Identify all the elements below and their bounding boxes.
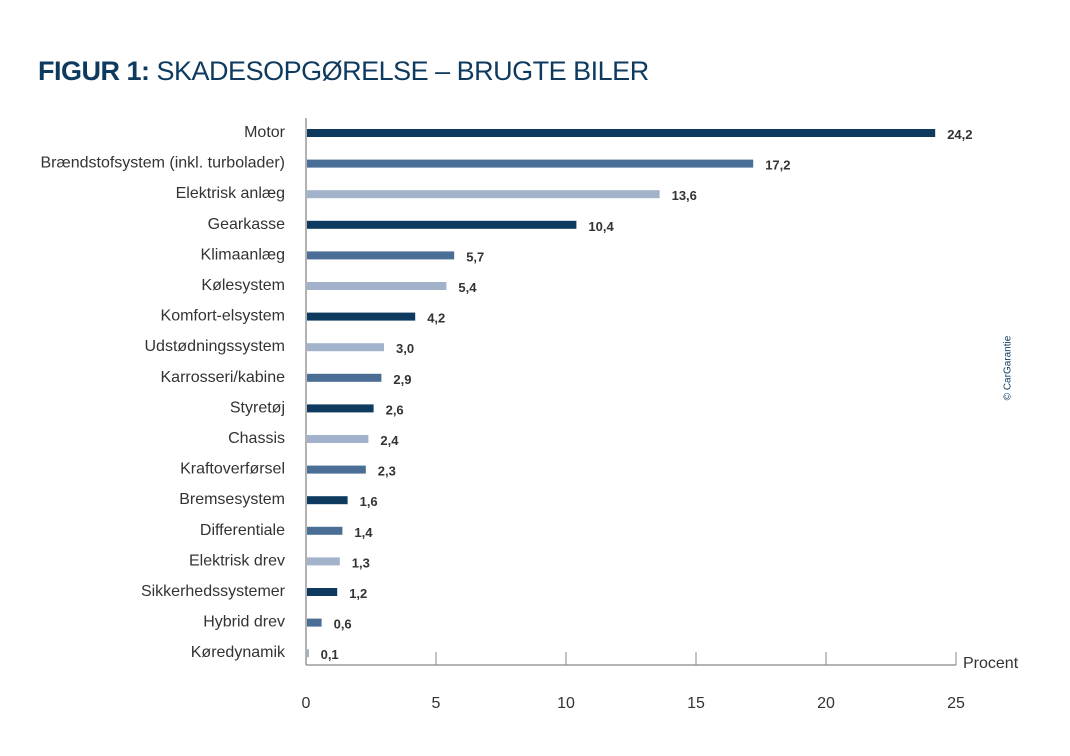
value-label: 5,7 xyxy=(466,249,484,264)
bar xyxy=(307,282,447,290)
bar xyxy=(307,526,343,535)
value-label: 1,6 xyxy=(360,494,378,509)
bar xyxy=(307,220,577,229)
value-label: 1,2 xyxy=(349,586,367,601)
category-label: Differentiale xyxy=(200,522,285,539)
bar xyxy=(307,343,384,352)
category-label: Gearkasse xyxy=(208,216,285,233)
bar xyxy=(307,465,366,474)
x-tick-label: 15 xyxy=(687,695,705,712)
category-label: Udstødningssystem xyxy=(145,338,286,355)
value-label: 5,4 xyxy=(458,280,477,295)
bar xyxy=(307,373,382,382)
value-label: 0,1 xyxy=(321,647,339,662)
category-label: Kølesystem xyxy=(201,277,285,294)
x-tick-label: 20 xyxy=(817,695,835,712)
category-label: Karrosseri/kabine xyxy=(161,369,286,386)
x-tick-label: 5 xyxy=(432,695,441,712)
bar xyxy=(307,159,754,168)
category-label: Styretøj xyxy=(230,399,285,416)
value-label: 0,6 xyxy=(334,617,352,632)
value-label: 2,9 xyxy=(393,372,411,387)
category-label: Elektrisk drev xyxy=(189,552,285,569)
value-label: 1,4 xyxy=(354,525,373,540)
category-label: Køredynamik xyxy=(191,644,286,661)
bar xyxy=(307,312,416,321)
category-label: Sikkerhedssystemer xyxy=(141,583,286,600)
bar xyxy=(307,496,348,505)
value-label: 2,6 xyxy=(386,402,404,417)
value-label: 2,3 xyxy=(378,464,396,479)
x-tick-label: 0 xyxy=(302,695,311,712)
bar xyxy=(307,190,660,199)
category-label: Chassis xyxy=(228,430,285,447)
x-tick-label: 25 xyxy=(947,695,965,712)
bar xyxy=(307,251,455,260)
title-main: SKADESOPGØRELSE – BRUGTE BILER xyxy=(156,56,650,86)
value-label: 10,4 xyxy=(588,219,614,234)
category-label: Komfort-elsystem xyxy=(161,308,285,325)
chart-title: FIGUR 1: SKADESOPGØRELSE – BRUGTE BILER xyxy=(38,56,649,87)
bar xyxy=(307,649,309,658)
category-label: Motor xyxy=(244,124,286,141)
value-label: 4,2 xyxy=(427,311,445,326)
value-label: 13,6 xyxy=(672,188,697,203)
value-label: 24,2 xyxy=(947,127,972,142)
category-label: Brændstofsystem (inkl. turbolader) xyxy=(40,155,285,172)
category-label: Klimaanlæg xyxy=(201,246,285,263)
category-label: Hybrid drev xyxy=(203,614,285,631)
value-label: 3,0 xyxy=(396,341,414,356)
bar xyxy=(307,557,340,566)
category-label: Elektrisk anlæg xyxy=(176,185,285,202)
value-label: 17,2 xyxy=(765,158,790,173)
value-label: 1,3 xyxy=(352,555,370,570)
title-prefix: FIGUR 1: xyxy=(38,56,150,86)
bar xyxy=(307,588,338,596)
category-label: Bremsesystem xyxy=(179,491,285,508)
bar xyxy=(307,404,374,413)
category-label: Kraftoverførsel xyxy=(180,461,285,478)
bar xyxy=(307,435,369,443)
x-tick-label: 10 xyxy=(557,695,575,712)
value-label: 2,4 xyxy=(380,433,399,448)
bar xyxy=(307,129,936,137)
x-axis-label: Procent xyxy=(963,655,1019,672)
bar xyxy=(307,618,322,627)
